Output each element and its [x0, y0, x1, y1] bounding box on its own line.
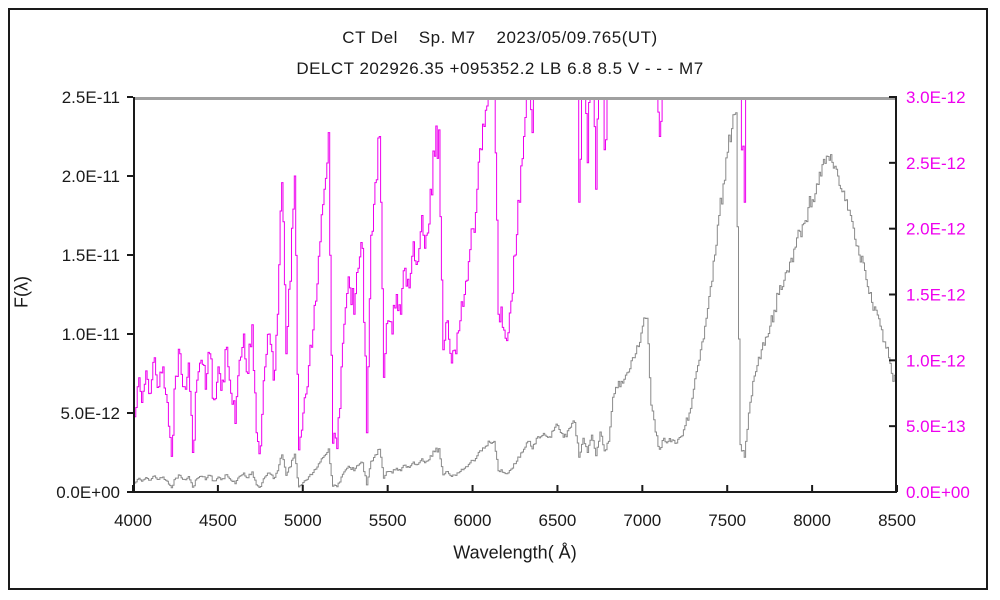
- figure-border: [8, 8, 988, 590]
- spectrum-curve-right-axis-magnified: [133, 97, 747, 457]
- x-tick-label: 7500: [708, 511, 746, 530]
- y-left-tick-label: 1.5E-11: [62, 246, 120, 265]
- chart-subtitle: DELCT 202926.35 +095352.2 LB 6.8 8.5 V -…: [296, 59, 704, 78]
- x-tick-label: 4000: [114, 511, 152, 530]
- spectrum-curve-left-axis: [133, 112, 897, 489]
- x-tick-label: 6000: [454, 511, 492, 530]
- x-tick-label: 5000: [284, 511, 322, 530]
- x-tick-label: 6500: [539, 511, 577, 530]
- chart-title: CT Del Sp. M7 2023/05/09.765(UT): [342, 28, 658, 47]
- y-right-tick-label: 5.0E-13: [906, 417, 966, 436]
- x-axis-label: Wavelength( Å): [453, 542, 577, 563]
- x-tick-label: 8000: [793, 511, 831, 530]
- y-left-tick-label: 1.0E-11: [62, 325, 120, 344]
- y-right-tick-label: 0.0E+00: [906, 483, 970, 502]
- y-right-tick-label: 2.5E-12: [906, 154, 966, 173]
- y-left-tick-label: 2.5E-11: [62, 88, 120, 107]
- y-left-tick-label: 0.0E+00: [56, 483, 120, 502]
- y-left-tick-label: 5.0E-12: [60, 404, 120, 423]
- y-right-tick-label: 3.0E-12: [906, 88, 966, 107]
- x-tick-label: 4500: [199, 511, 237, 530]
- x-tick-label: 5500: [369, 511, 407, 530]
- y-left-tick-label: 2.0E-11: [62, 167, 120, 186]
- y-right-tick-label: 2.0E-12: [906, 220, 966, 239]
- y-right-tick-label: 1.0E-12: [906, 351, 966, 370]
- y-right-tick-label: 1.5E-12: [906, 286, 966, 305]
- x-tick-label: 8500: [878, 511, 916, 530]
- x-tick-label: 7000: [623, 511, 661, 530]
